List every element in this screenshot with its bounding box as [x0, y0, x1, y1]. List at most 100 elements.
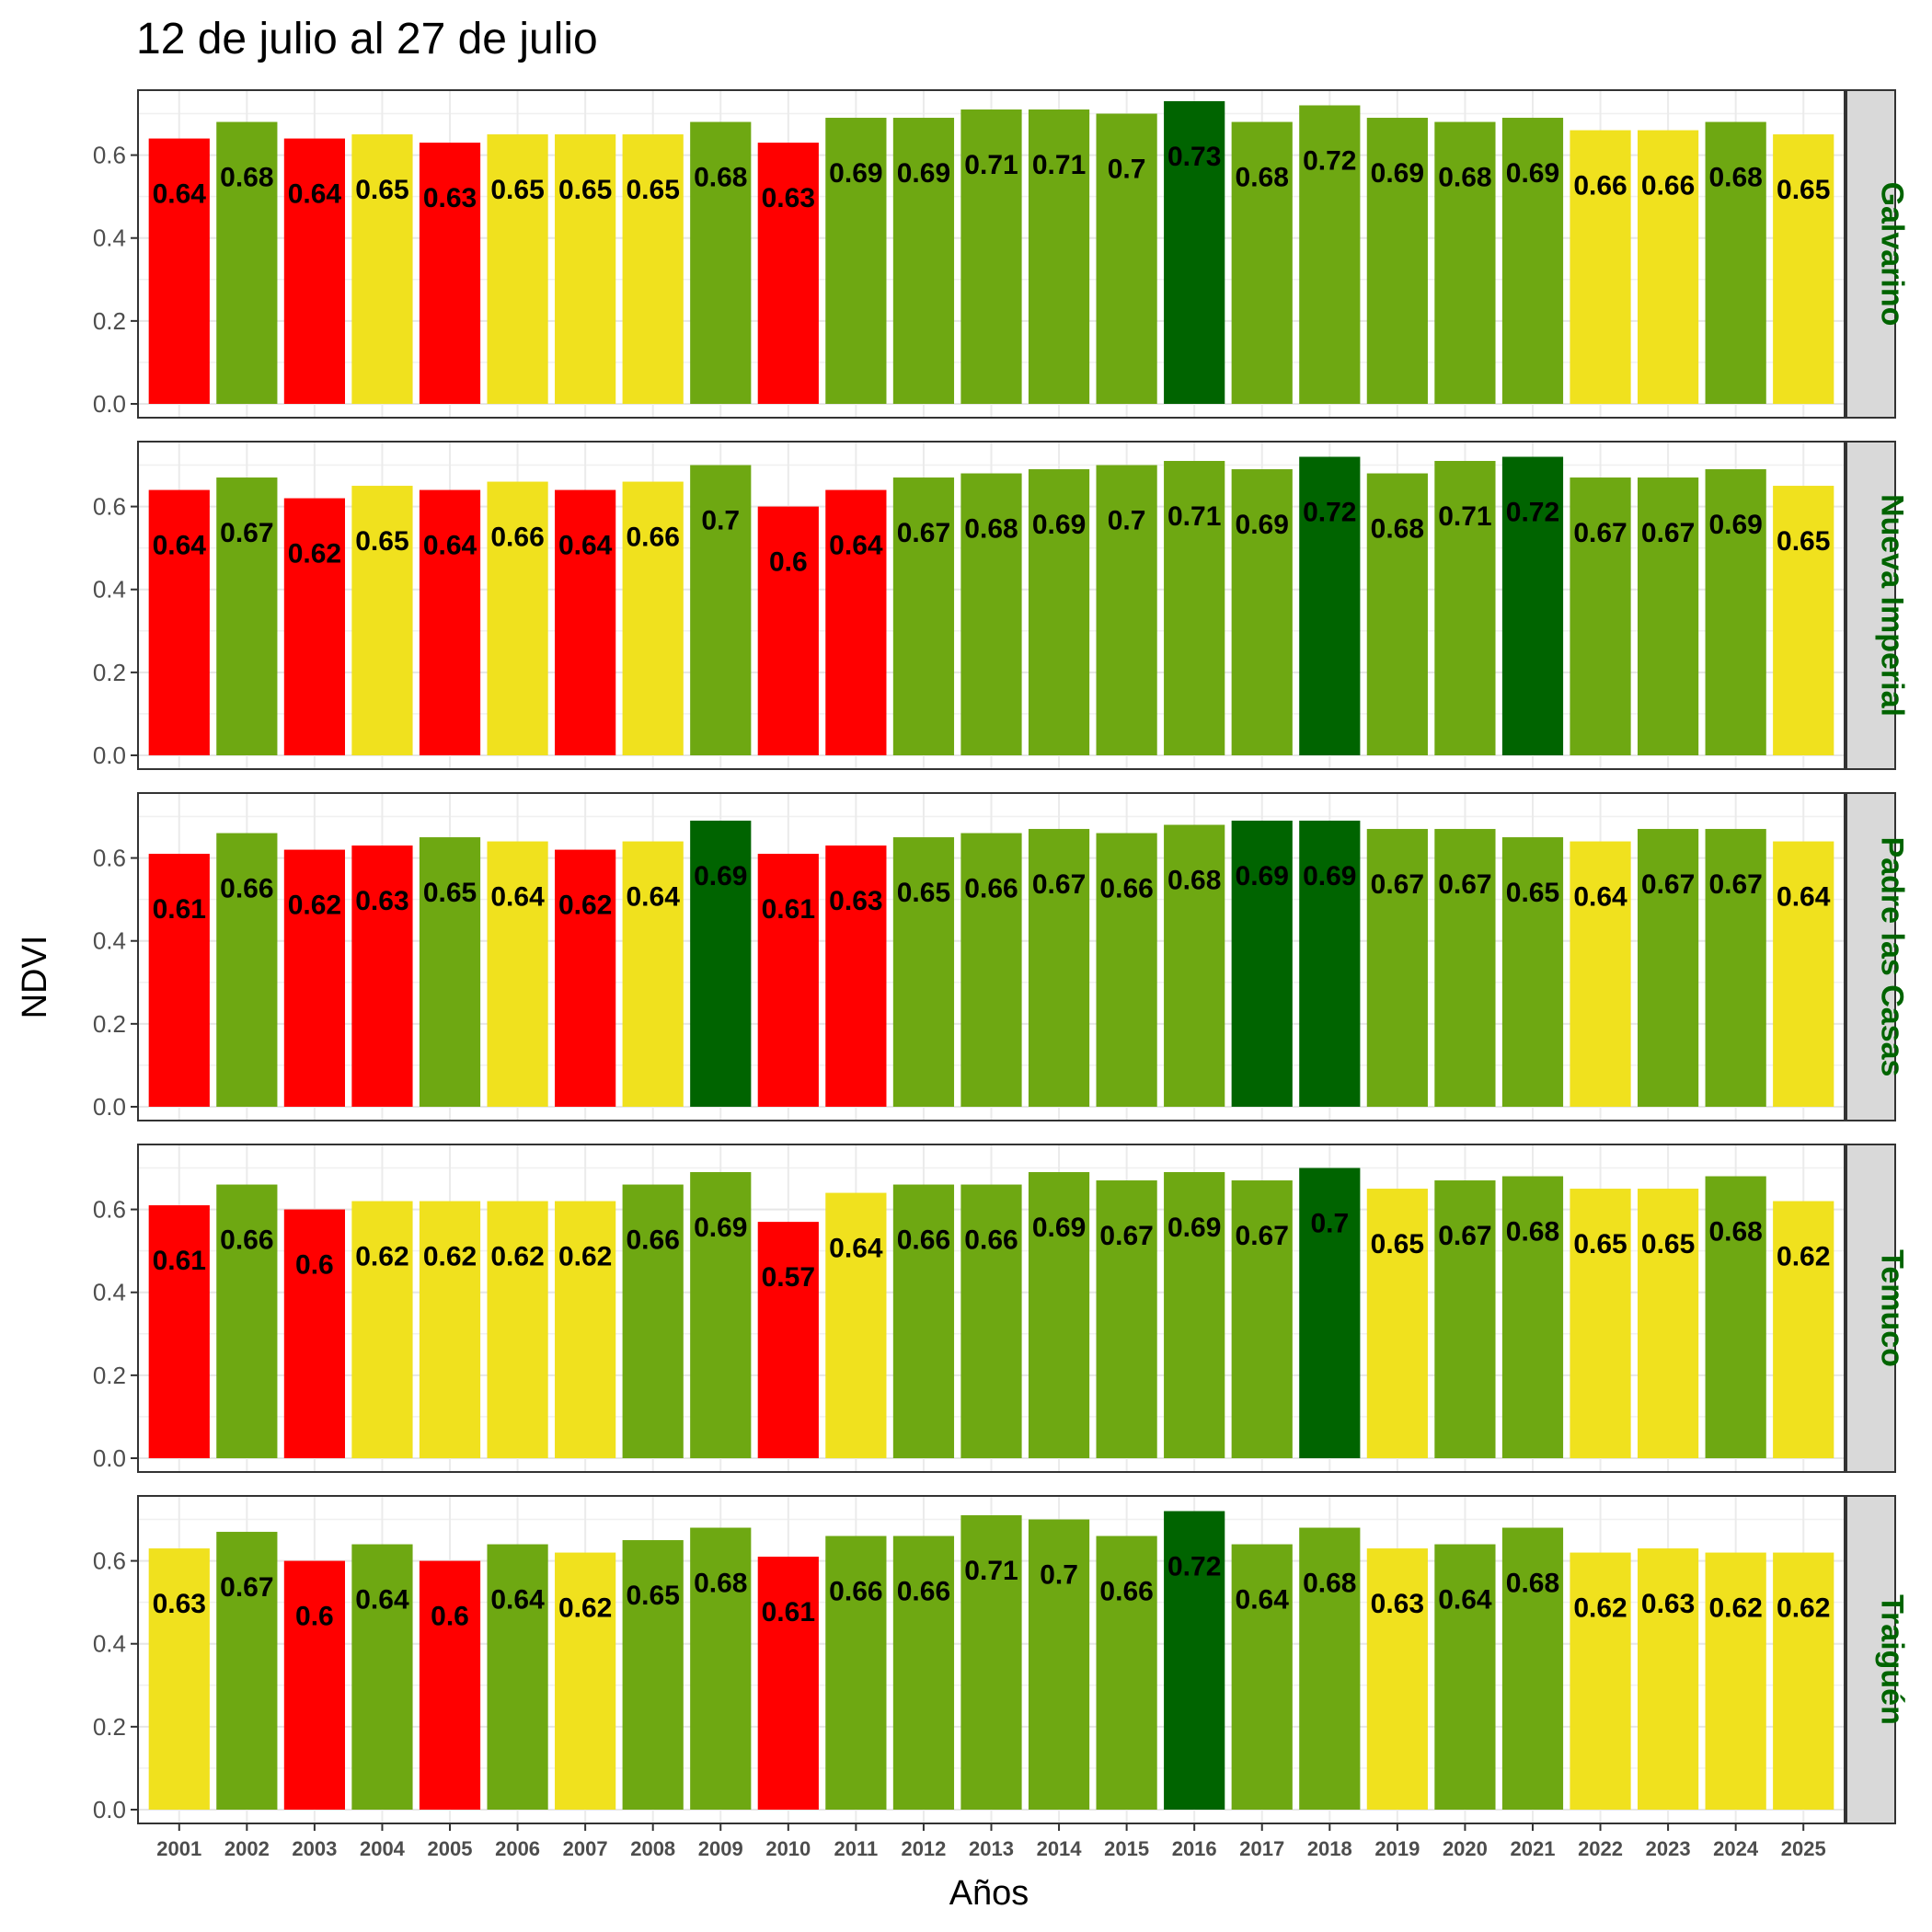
bar	[1164, 824, 1225, 1107]
bar-value-label: 0.65	[1777, 175, 1830, 205]
bar-value-label: 0.67	[1573, 518, 1627, 548]
facet-panels: 0.0 0.2 0.4 0.6 0.64 0.68 0.64 0.65 0.63 0.65 0.65…	[93, 89, 1910, 1860]
bar	[1231, 821, 1293, 1107]
bar	[1705, 1176, 1766, 1458]
bar-value-label: 0.63	[1371, 1589, 1424, 1619]
bar-value-label: 0.68	[1708, 163, 1762, 193]
bar-value-label: 0.66	[627, 523, 680, 553]
y-tick-label: 0.6	[93, 845, 126, 872]
bar	[351, 134, 413, 404]
y-tick-label: 0.6	[93, 142, 126, 169]
panel-border	[137, 1144, 1846, 1473]
bar	[351, 486, 413, 755]
bar-value-label: 0.62	[558, 1242, 612, 1272]
bar	[1096, 113, 1157, 405]
x-tick-label: 2023	[1646, 1837, 1691, 1860]
bar-value-label: 0.66	[1573, 171, 1627, 201]
x-tick-label: 2015	[1104, 1837, 1149, 1860]
bar	[1028, 829, 1090, 1107]
facet-strip-label: Temuco	[1875, 1249, 1910, 1367]
bar-value-label: 0.68	[1371, 514, 1424, 545]
bar	[622, 1540, 684, 1810]
bar	[419, 489, 481, 755]
bar	[487, 841, 548, 1107]
bar	[892, 1535, 955, 1810]
bar-value-label: 0.68	[1506, 1217, 1559, 1248]
panel-border	[137, 441, 1846, 770]
bar-value-label: 0.68	[1167, 866, 1221, 896]
bar	[960, 109, 1022, 404]
bar-value-label: 0.72	[1303, 146, 1356, 177]
bar-value-label: 0.64	[829, 1234, 883, 1264]
bar	[1366, 473, 1428, 755]
bar	[892, 477, 955, 755]
bar-value-label: 0.69	[1236, 510, 1289, 540]
bar-value-label: 0.64	[1438, 1585, 1492, 1616]
bar-value-label: 0.69	[1236, 861, 1289, 891]
bar	[1773, 486, 1834, 755]
bar	[1164, 1511, 1225, 1810]
bar	[622, 481, 684, 755]
bar	[1501, 1527, 1564, 1810]
bar-value-label: 0.7	[1310, 1209, 1349, 1239]
bar	[1434, 461, 1496, 755]
bar	[555, 134, 616, 404]
bar	[1164, 101, 1225, 404]
bar	[1637, 1548, 1699, 1810]
bar-value-label: 0.69	[694, 861, 747, 891]
bar-value-label: 0.69	[1506, 158, 1559, 189]
bar-value-label: 0.62	[558, 1593, 612, 1624]
bar-value-label: 0.57	[762, 1262, 815, 1293]
bar-value-label: 0.64	[153, 531, 207, 561]
bar-value-label: 0.65	[1573, 1229, 1627, 1259]
bar	[1231, 469, 1293, 755]
bar-value-label: 0.6	[295, 1602, 334, 1632]
x-tick-label: 2007	[563, 1837, 608, 1860]
bar-value-label: 0.71	[1167, 501, 1221, 532]
bar-value-label: 0.68	[1708, 1217, 1762, 1248]
bar-value-label: 0.67	[1708, 869, 1762, 900]
bar	[148, 854, 210, 1107]
x-tick-label: 2020	[1443, 1837, 1488, 1860]
bar	[216, 1532, 278, 1810]
y-tick-label: 0.2	[93, 1362, 126, 1389]
bar	[960, 1184, 1022, 1458]
bar-value-label: 0.66	[1099, 874, 1153, 904]
y-tick-label: 0.6	[93, 493, 126, 521]
bar-value-label: 0.61	[153, 894, 206, 925]
bar-value-label: 0.71	[964, 1556, 1018, 1586]
x-tick-label: 2009	[698, 1837, 743, 1860]
bar	[1637, 829, 1699, 1107]
x-tick-label: 2008	[630, 1837, 675, 1860]
bar	[1164, 461, 1225, 755]
bar	[555, 489, 616, 755]
x-tick-label: 2025	[1781, 1837, 1826, 1860]
bar-value-label: 0.64	[490, 882, 545, 913]
bar	[216, 121, 278, 404]
bar-value-label: 0.67	[1641, 869, 1695, 900]
bar	[419, 1201, 481, 1458]
bar	[1773, 134, 1834, 404]
bar-value-label: 0.69	[694, 1213, 747, 1243]
x-tick-label: 2013	[969, 1837, 1014, 1860]
bar	[1164, 1172, 1225, 1458]
bar	[283, 138, 346, 404]
bar	[283, 1209, 346, 1458]
bar-value-label: 0.65	[627, 175, 680, 205]
y-axis-title: NDVI	[16, 936, 54, 1019]
facet-panel: 0.0 0.2 0.4 0.6 0.64 0.68 0.64 0.65 0.63 0.65 0.65…	[93, 89, 1910, 419]
bar	[148, 489, 210, 755]
bar-value-label: 0.62	[288, 891, 341, 921]
bar	[1773, 1552, 1834, 1810]
bar	[690, 465, 752, 755]
bar-value-label: 0.63	[829, 886, 882, 916]
y-tick-label: 0.4	[93, 576, 126, 604]
bar-value-label: 0.69	[1032, 510, 1086, 540]
bar-value-label: 0.65	[1371, 1229, 1424, 1259]
bar	[690, 121, 752, 404]
bar	[825, 1192, 887, 1458]
bar-value-label: 0.61	[153, 1246, 206, 1276]
bar	[419, 837, 481, 1107]
bar	[825, 845, 887, 1107]
bar-value-label: 0.64	[1573, 882, 1627, 913]
